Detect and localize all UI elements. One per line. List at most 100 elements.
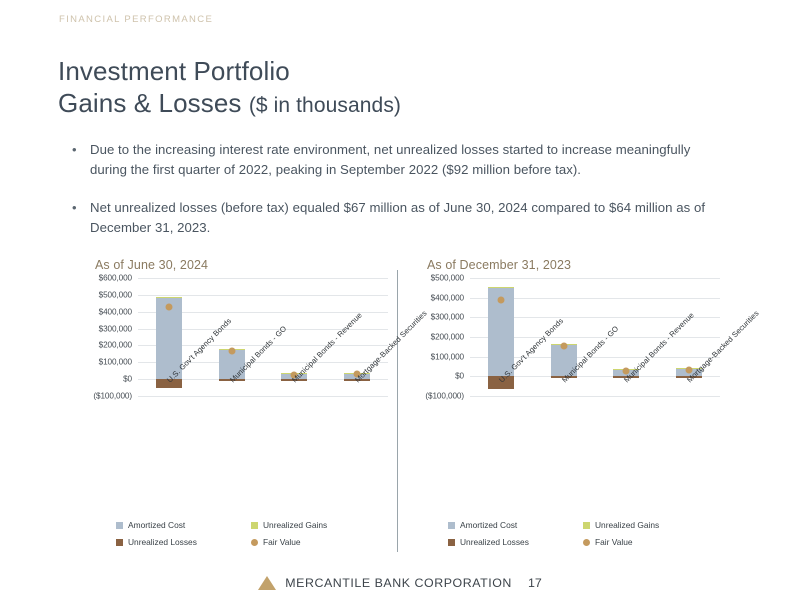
- y-axis-tick-label: $300,000: [98, 324, 132, 334]
- chart-december-2023: As of December 31, 2023 $500,000 $400,000…: [410, 258, 760, 547]
- fair-value-marker[interactable]: [290, 371, 298, 379]
- legend-item[interactable]: Fair Value: [251, 537, 386, 547]
- y-axis-tick-label: $100,000: [98, 357, 132, 367]
- fair-value-marker[interactable]: [228, 347, 236, 355]
- fair-value-marker[interactable]: [497, 296, 505, 304]
- page-title-line2-main: Gains & Losses: [58, 88, 242, 118]
- bullet-text: Due to the increasing interest rate envi…: [90, 142, 691, 177]
- chart-plot-area: $600,000 $500,000 $400,000 $300,000 $200,000…: [78, 274, 390, 401]
- y-axis: $500,000 $400,000 $300,000 $200,000 $100,000…: [410, 274, 468, 401]
- grid-line: [138, 379, 388, 381]
- y-axis-tick-label: $200,000: [98, 340, 132, 350]
- grid-line: [138, 278, 388, 279]
- grid-line: [470, 376, 720, 378]
- legend-item[interactable]: Amortized Cost: [116, 520, 251, 530]
- bar-segment-amortized-cost[interactable]: [550, 344, 577, 377]
- page-title-line2-sub: ($ in thousands): [248, 94, 402, 117]
- bar-group[interactable]: [613, 278, 640, 396]
- bar-segment-unrealized-losses[interactable]: [675, 376, 702, 378]
- y-axis-tick-label: $200,000: [430, 332, 464, 342]
- legend-item[interactable]: Fair Value: [583, 537, 718, 547]
- legend-item[interactable]: Amortized Cost: [448, 520, 583, 530]
- bar-series: [470, 278, 720, 396]
- bar-segment-unrealized-losses[interactable]: [343, 379, 370, 381]
- grid-line: [138, 328, 388, 330]
- fair-value-marker[interactable]: [560, 342, 568, 350]
- grid-line: [138, 294, 388, 296]
- legend-row: Amortized Cost Unrealized Gains: [448, 520, 718, 530]
- legend-label: Amortized Cost: [128, 520, 186, 530]
- legend-label: Unrealized Gains: [595, 520, 660, 530]
- chart-title: As of December 31, 2023: [427, 258, 572, 272]
- legend-swatch-icon: [251, 538, 258, 546]
- y-axis-tick-label: $300,000: [430, 312, 464, 322]
- list-item: • Due to the increasing interest rate en…: [70, 140, 720, 180]
- chart-june-2024: As of June 30, 2024 $600,000 $500,000 $400…: [78, 258, 428, 547]
- legend-swatch-icon: [583, 521, 590, 529]
- chart-legend: Amortized Cost Unrealized Gains Unrealized…: [448, 520, 718, 554]
- y-axis: $600,000 $500,000 $400,000 $300,000 $200,000…: [78, 274, 136, 401]
- bar-group[interactable]: [343, 278, 370, 396]
- bar-segment-unrealized-gains[interactable]: [488, 286, 515, 288]
- bar-segment-amortized-cost[interactable]: [156, 298, 183, 380]
- x-axis-labels: U.S. Gov't Agency Bonds Municipal Bonds -…: [138, 309, 428, 448]
- fair-value-marker[interactable]: [165, 303, 173, 311]
- y-axis-tick-label: ($100,000): [425, 391, 464, 401]
- y-axis-tick-label: $500,000: [430, 273, 464, 283]
- x-axis-labels: U.S. Gov't Agency Bonds Municipal Bonds -…: [470, 309, 760, 448]
- bar-series: [138, 278, 388, 396]
- bar-group[interactable]: [488, 278, 515, 396]
- grid-line: [470, 297, 720, 299]
- legend-swatch-icon: [583, 538, 590, 546]
- legend-row: Unrealized Losses Fair Value: [448, 537, 718, 547]
- legend-swatch-icon: [116, 538, 123, 546]
- y-axis-tick-label: ($100,000): [93, 391, 132, 401]
- page-title-line1: Investment Portfolio: [58, 56, 290, 86]
- page-title: Investment Portfolio Gains & Losses ($ i…: [58, 56, 401, 121]
- grid-line: [470, 396, 720, 397]
- grid-line: [470, 337, 720, 338]
- legend-label: Unrealized Losses: [128, 537, 197, 547]
- plot-canvas: [138, 278, 388, 397]
- fair-value-marker[interactable]: [685, 366, 693, 374]
- plot-canvas: [470, 278, 720, 397]
- page-title-line2: Gains & Losses ($ in thousands): [58, 88, 401, 121]
- chart-divider: [397, 270, 399, 552]
- slide-footer: MERCANTILE BANK CORPORATION 17: [0, 576, 800, 590]
- list-item: • Net unrealized losses (before tax) equ…: [70, 198, 720, 238]
- grid-line: [138, 362, 388, 364]
- triangle-logo-icon: [258, 576, 277, 590]
- bar-segment-unrealized-losses[interactable]: [156, 379, 183, 388]
- bar-segment-unrealized-gains[interactable]: [156, 297, 183, 299]
- bar-group[interactable]: [675, 278, 702, 396]
- bar-group[interactable]: [156, 278, 183, 396]
- legend-item[interactable]: Unrealized Gains: [583, 520, 718, 530]
- bar-segment-unrealized-losses[interactable]: [281, 379, 308, 381]
- fair-value-marker[interactable]: [622, 367, 630, 375]
- chart-title: As of June 30, 2024: [95, 258, 209, 272]
- bar-segment-unrealized-losses[interactable]: [550, 376, 577, 378]
- grid-line: [138, 345, 388, 347]
- legend-item[interactable]: Unrealized Gains: [251, 520, 386, 530]
- y-axis-tick-label: $100,000: [430, 352, 464, 362]
- y-axis-tick-label: $600,000: [98, 273, 132, 283]
- chart-plot-area: $500,000 $400,000 $300,000 $200,000 $100,000…: [410, 274, 722, 401]
- fair-value-marker[interactable]: [353, 370, 361, 378]
- legend-item[interactable]: Unrealized Losses: [116, 537, 251, 547]
- bar-group[interactable]: [550, 278, 577, 396]
- bar-segment-unrealized-losses[interactable]: [218, 379, 245, 381]
- bar-group[interactable]: [218, 278, 245, 396]
- page-number: 17: [527, 576, 542, 590]
- bar-segment-unrealized-losses[interactable]: [488, 376, 515, 389]
- legend-swatch-icon: [251, 521, 258, 529]
- legend-item[interactable]: Unrealized Losses: [448, 537, 583, 547]
- bullet-list: • Due to the increasing interest rate en…: [70, 140, 720, 256]
- legend-swatch-icon: [448, 521, 455, 529]
- bar-segment-amortized-cost[interactable]: [218, 350, 245, 380]
- bar-group[interactable]: [281, 278, 308, 396]
- legend-swatch-icon: [448, 538, 455, 546]
- legend-swatch-icon: [116, 521, 123, 529]
- grid-line: [138, 311, 388, 313]
- bar-segment-unrealized-losses[interactable]: [613, 376, 640, 378]
